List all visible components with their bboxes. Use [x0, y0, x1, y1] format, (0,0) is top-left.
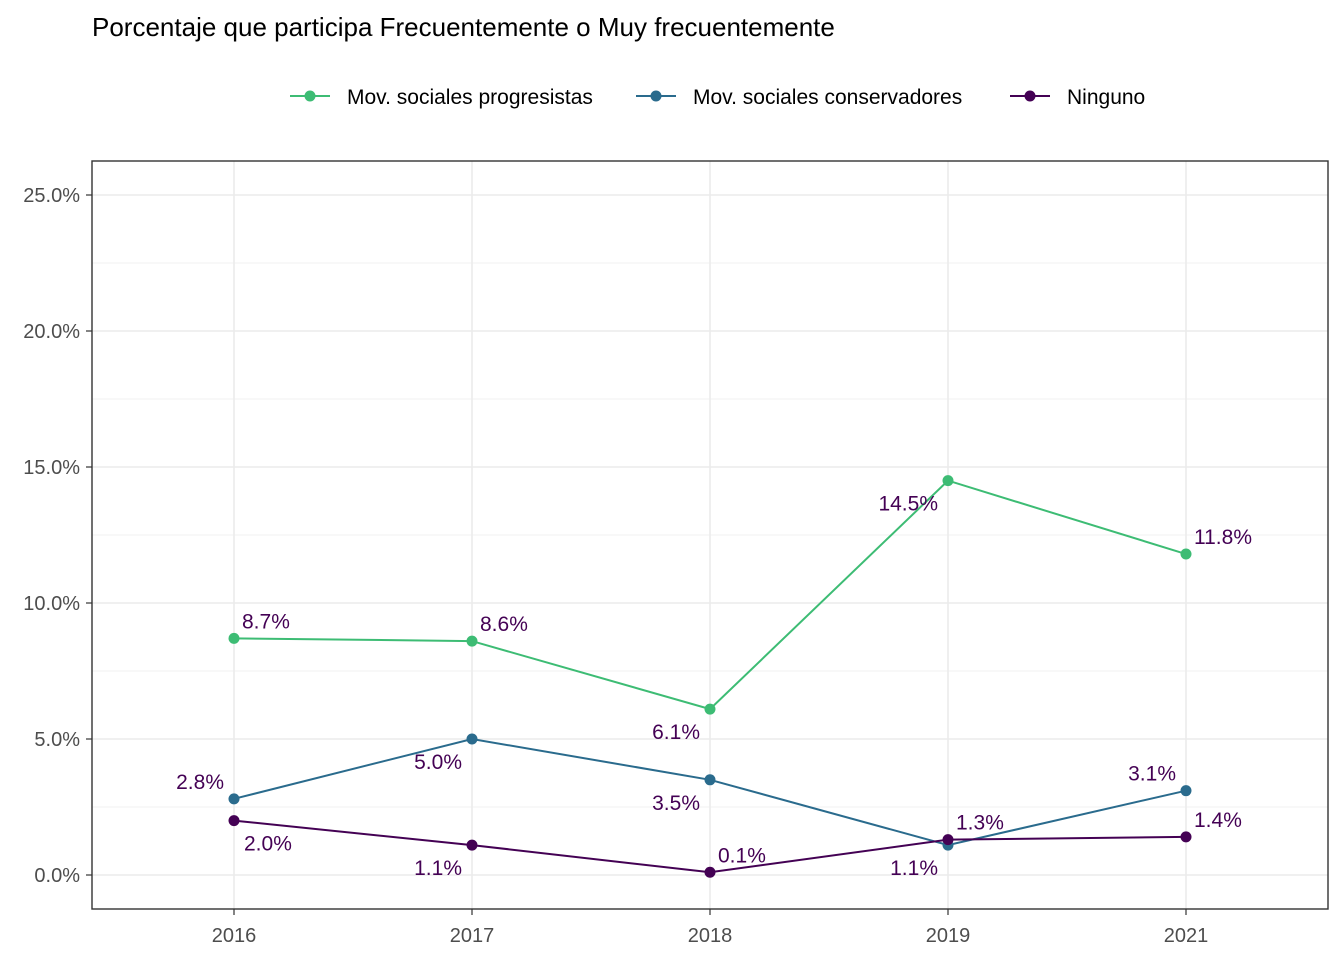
data-label: 2.8%: [176, 771, 224, 794]
y-tick-label: 20.0%: [23, 321, 80, 343]
data-label: 1.3%: [956, 812, 1004, 835]
data-point: [228, 815, 240, 827]
data-label: 1.4%: [1194, 809, 1242, 832]
data-point: [466, 733, 478, 745]
data-point: [1180, 831, 1192, 843]
x-tick-label: 2017: [450, 925, 495, 947]
data-point: [1180, 548, 1192, 560]
x-tick-label: 2018: [688, 925, 733, 947]
data-point: [466, 635, 478, 647]
data-label: 1.1%: [414, 857, 462, 880]
data-point: [466, 839, 478, 851]
data-label: 5.0%: [414, 751, 462, 774]
data-point: [704, 703, 716, 715]
y-tick-label: 5.0%: [34, 729, 80, 751]
data-point: [228, 793, 240, 805]
data-label: 8.7%: [242, 610, 290, 633]
data-label: 1.1%: [890, 857, 938, 880]
data-label: 3.5%: [652, 792, 700, 815]
legend-marker: [1024, 90, 1036, 102]
legend-label: Mov. sociales conservadores: [693, 86, 962, 109]
data-label: 14.5%: [878, 493, 938, 516]
x-tick-label: 2021: [1164, 925, 1209, 947]
legend-marker: [650, 90, 662, 102]
legend-label: Mov. sociales progresistas: [347, 86, 593, 109]
data-point: [704, 774, 716, 786]
data-label: 11.8%: [1194, 526, 1252, 549]
data-label: 2.0%: [244, 833, 292, 856]
legend-label: Ninguno: [1067, 86, 1145, 109]
y-tick-label: 10.0%: [23, 593, 80, 615]
x-tick-label: 2019: [926, 925, 971, 947]
chart-title: Porcentaje que participa Frecuentemente …: [92, 12, 835, 42]
data-point: [704, 866, 716, 878]
data-point: [1180, 785, 1192, 797]
data-point: [942, 834, 954, 846]
data-label: 8.6%: [480, 613, 528, 636]
data-label: 6.1%: [652, 721, 700, 744]
y-tick-label: 15.0%: [23, 457, 80, 479]
plot-area: 0.0% 5.0% 10.0% 15.0% 20.0% 25.0% 2016 2017 2018…: [23, 160, 1329, 947]
data-label: 3.1%: [1128, 763, 1176, 786]
x-tick-label: 2016: [212, 925, 257, 947]
data-point: [228, 632, 240, 644]
chart-legend: Mov. sociales progresistas Mov. sociales …: [290, 86, 1145, 109]
data-point: [942, 475, 954, 487]
legend-marker: [304, 90, 316, 102]
y-tick-label: 0.0%: [34, 865, 80, 887]
data-label: 0.1%: [718, 844, 766, 867]
y-tick-label: 25.0%: [23, 185, 80, 207]
